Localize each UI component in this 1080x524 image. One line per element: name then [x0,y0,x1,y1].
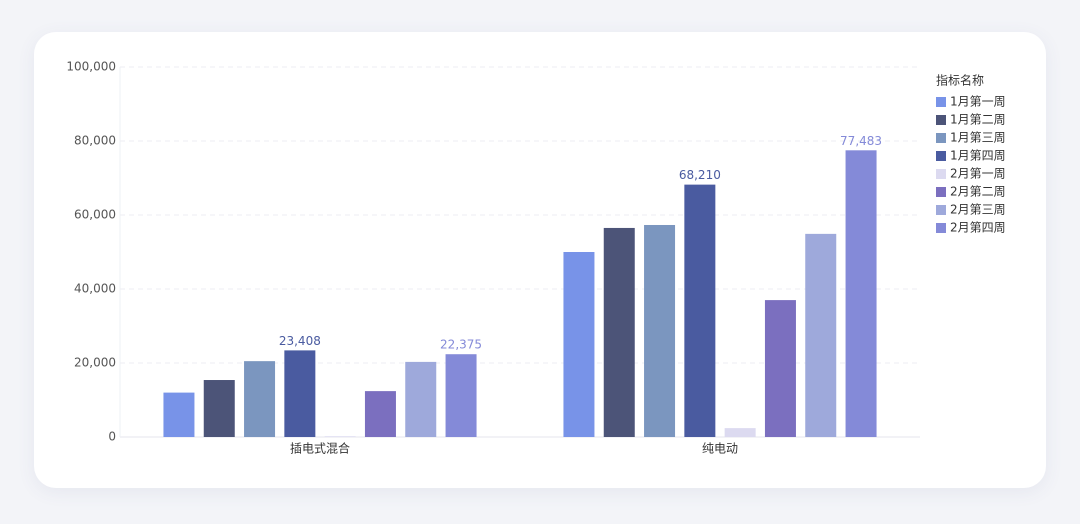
bar [445,354,477,437]
bar [203,380,235,437]
bar [244,361,276,437]
y-tick-label: 20,000 [74,356,116,370]
bar [724,428,756,437]
x-tick-label: 插电式混合 [290,441,350,456]
bar [603,227,635,437]
legend-swatch [936,151,946,161]
y-tick-label: 40,000 [74,282,116,296]
legend-swatch [936,97,946,107]
bar [163,392,195,437]
legend-label: 1月第四周 [950,149,1006,163]
bar [324,436,356,437]
legend-label: 2月第一周 [950,167,1006,181]
card [34,32,1046,488]
legend-label: 2月第二周 [950,185,1006,199]
bar [364,391,396,437]
y-tick-label: 100,000 [66,60,116,74]
legend-label: 1月第三周 [950,131,1006,145]
y-tick-label: 80,000 [74,134,116,148]
legend-swatch [936,115,946,125]
bar [405,361,437,437]
bar [563,252,595,437]
value-label: 22,375 [440,338,482,352]
bar [684,184,716,437]
x-tick-label: 纯电动 [702,442,738,456]
value-label: 23,408 [279,334,321,348]
bar [284,350,316,437]
legend-swatch [936,223,946,233]
legend-label: 1月第一周 [950,95,1006,109]
legend-label: 2月第三周 [950,203,1006,217]
legend-swatch [936,133,946,143]
value-label: 68,210 [679,168,721,182]
legend-swatch [936,205,946,215]
value-label: 77,483 [840,134,882,148]
y-tick-label: 60,000 [74,208,116,222]
legend-label: 2月第四周 [950,221,1006,235]
bar [644,224,676,437]
bar [805,233,837,437]
legend-swatch [936,187,946,197]
y-tick-label: 0 [108,430,116,444]
bar [845,150,877,437]
legend-title: 指标名称 [936,73,984,88]
legend-swatch [936,169,946,179]
legend-label: 1月第二周 [950,113,1006,127]
bar [764,300,796,437]
